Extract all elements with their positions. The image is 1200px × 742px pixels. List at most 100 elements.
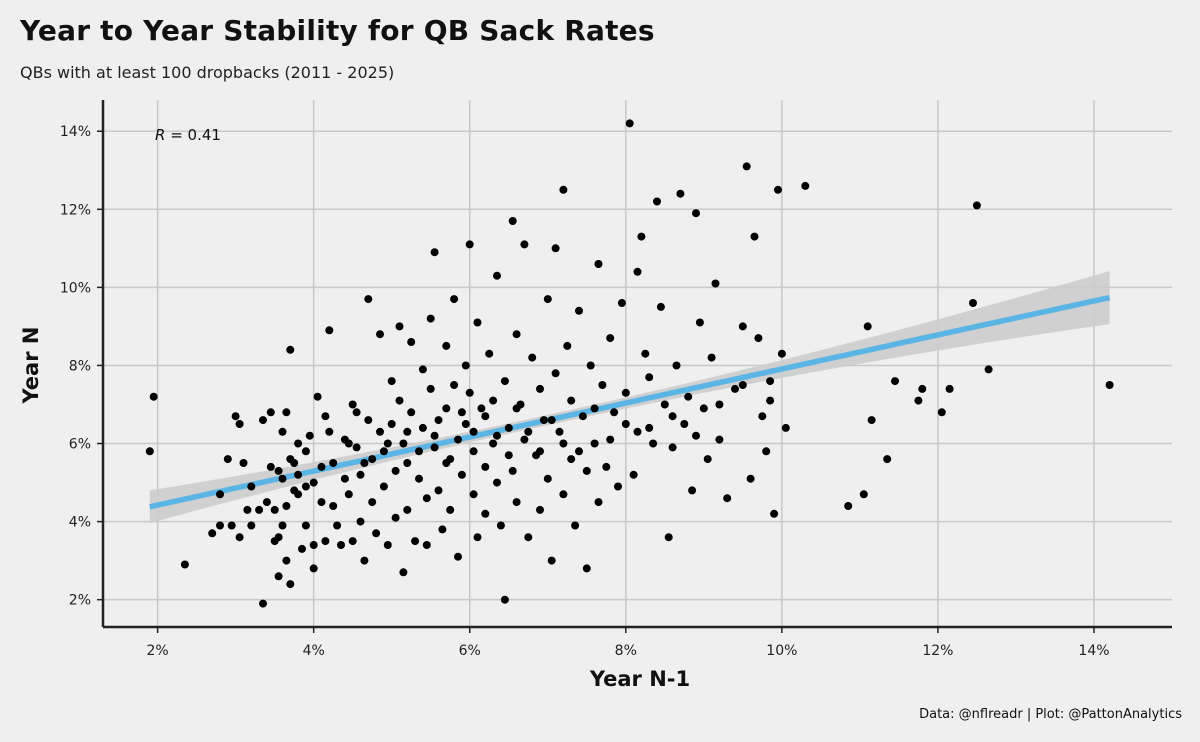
data-point	[403, 459, 412, 467]
data-point	[407, 338, 416, 346]
data-point	[692, 209, 700, 218]
data-point	[333, 521, 342, 530]
data-point	[461, 361, 470, 370]
data-point	[301, 482, 310, 491]
confidence-band	[149, 271, 1110, 524]
y-tick-label: 14%	[60, 124, 91, 140]
data-point	[282, 408, 291, 417]
data-point	[457, 408, 466, 417]
data-point	[418, 423, 427, 432]
data-point	[442, 404, 451, 413]
y-axis-ticks: 2% 4% 6% 8% 10% 12% 14%	[60, 124, 103, 609]
data-point	[348, 400, 357, 409]
data-point	[614, 482, 622, 491]
data-point	[578, 412, 587, 421]
data-point	[247, 521, 256, 530]
data-point	[399, 439, 408, 448]
data-point	[442, 459, 451, 467]
data-point	[610, 408, 619, 417]
data-point	[145, 447, 154, 456]
data-point	[270, 505, 279, 514]
data-point	[512, 330, 521, 339]
data-point	[223, 455, 232, 464]
data-point	[356, 517, 365, 526]
data-point	[434, 486, 443, 495]
data-point	[606, 435, 615, 444]
data-point	[801, 181, 810, 190]
data-point	[411, 537, 420, 546]
data-point	[781, 423, 790, 432]
data-point	[641, 349, 650, 358]
data-point	[563, 341, 572, 350]
data-point	[352, 408, 361, 417]
data-point	[216, 490, 224, 499]
data-point	[309, 478, 318, 487]
data-point	[446, 505, 455, 514]
data-point	[520, 435, 529, 444]
data-point	[379, 482, 388, 491]
data-point	[891, 377, 899, 386]
data-point	[395, 322, 404, 331]
y-tick-label: 12%	[60, 202, 91, 218]
data-point	[863, 322, 872, 331]
data-point	[231, 412, 240, 421]
data-point	[493, 431, 501, 440]
data-point	[621, 388, 630, 397]
data-point	[707, 353, 716, 362]
data-point	[750, 232, 759, 241]
data-point	[477, 404, 486, 413]
data-point	[403, 427, 412, 436]
data-point	[469, 490, 478, 499]
r-value: = 0.41	[165, 126, 221, 144]
data-point	[356, 470, 365, 479]
data-point	[738, 322, 747, 331]
data-point	[543, 295, 552, 304]
data-point	[294, 439, 303, 448]
data-point	[723, 494, 732, 503]
data-point	[606, 334, 615, 343]
data-point	[551, 244, 560, 253]
data-point	[301, 447, 310, 456]
data-point	[984, 365, 993, 374]
y-tick-label: 4%	[69, 515, 91, 531]
data-point	[368, 498, 377, 507]
data-point	[586, 361, 595, 370]
data-point	[972, 201, 981, 210]
data-point	[500, 595, 509, 604]
data-point	[469, 427, 478, 436]
data-point	[208, 529, 217, 538]
data-point	[715, 400, 724, 409]
y-tick-label: 8%	[69, 358, 91, 374]
data-point	[422, 541, 431, 549]
data-point	[282, 556, 291, 565]
data-point	[266, 462, 275, 471]
data-point	[457, 470, 466, 479]
data-point	[656, 302, 665, 311]
data-point	[746, 474, 755, 483]
data-point	[762, 447, 771, 456]
data-point	[524, 427, 533, 436]
y-axis-title: Year N	[19, 327, 43, 405]
data-point	[407, 408, 416, 417]
data-point	[508, 466, 517, 475]
data-point	[340, 474, 349, 483]
data-point	[294, 470, 303, 479]
data-point	[672, 361, 681, 370]
data-point	[582, 564, 591, 573]
data-point	[387, 377, 396, 386]
data-point	[883, 455, 892, 464]
data-point	[294, 490, 303, 499]
data-point	[918, 384, 927, 393]
data-point	[914, 396, 923, 405]
data-point	[255, 505, 264, 514]
data-point	[426, 384, 435, 393]
data-point	[625, 119, 634, 128]
data-point	[376, 427, 384, 436]
data-point	[559, 439, 568, 448]
data-point	[278, 521, 287, 530]
data-point	[430, 443, 439, 452]
data-point	[668, 443, 677, 452]
data-point	[415, 447, 423, 456]
data-points	[145, 119, 1114, 608]
